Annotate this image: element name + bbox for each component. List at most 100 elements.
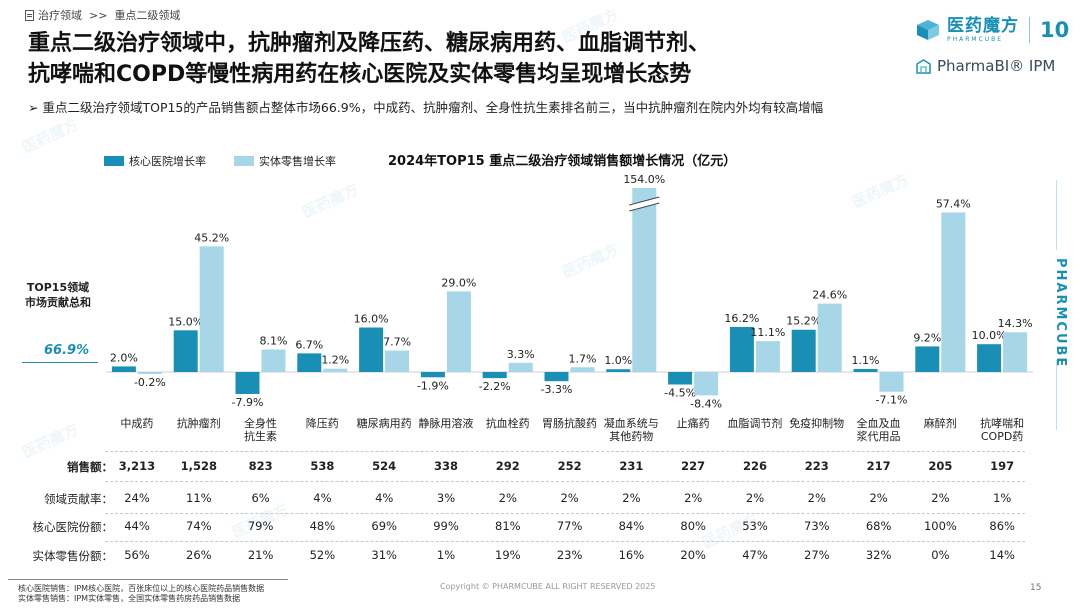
category-label: 麻醉剂 <box>924 416 957 430</box>
table-cell: 47% <box>742 548 768 562</box>
category-label: 凝血系统与 <box>604 416 659 430</box>
bar-retail <box>137 372 162 374</box>
category-label: 其他药物 <box>609 429 653 443</box>
data-label-retail: 154.0% <box>623 173 665 186</box>
bar-retail <box>817 303 842 372</box>
table-row-divider <box>105 541 1025 542</box>
table-cell: 19% <box>495 548 521 562</box>
table-cell: 524 <box>372 459 397 473</box>
table-cell: 4% <box>375 491 394 505</box>
bar-hospital <box>111 366 136 372</box>
table-cell: 3% <box>436 491 456 505</box>
bar-retail <box>385 350 410 372</box>
table-cell: 21% <box>247 548 274 562</box>
bar-retail <box>199 246 224 372</box>
table-cell: 1% <box>436 548 456 562</box>
data-label-hospital: 9.2% <box>913 331 941 344</box>
axis-break-mark <box>628 197 660 211</box>
data-label-hospital: 1.0% <box>604 354 632 367</box>
legend-swatch-hospital <box>104 156 124 166</box>
table-cell: 20% <box>680 548 706 562</box>
bar-retail <box>508 362 533 372</box>
bar-hospital <box>791 329 816 372</box>
table-cell: 823 <box>248 459 273 473</box>
category-label: COPD药 <box>981 430 1023 443</box>
bar-chart: 2.0% -0.2% 中成药 15.0% 45.2% 抗肿瘤剂 -7.9% 8.1% 全身性抗生… <box>106 173 1033 443</box>
data-label-retail: 11.1% <box>750 326 785 339</box>
bar-hospital <box>853 368 878 372</box>
category-label: 免疫抑制物 <box>789 416 844 430</box>
data-label-hospital: 10.0% <box>972 329 1007 342</box>
table-cell: 252 <box>557 459 582 473</box>
data-label-retail: -0.2% <box>134 376 166 389</box>
table-cell: 0% <box>931 548 950 562</box>
table-cell: 23% <box>556 548 583 562</box>
data-label-retail: 57.4% <box>936 197 971 210</box>
table-cell: 48% <box>309 519 336 533</box>
table-cell: 1% <box>993 491 1012 505</box>
table-cell: 81% <box>495 519 521 533</box>
logo-divider <box>1029 17 1030 43</box>
chart-title: 2024年TOP15 重点二级治疗领域销售额增长情况（亿元） <box>388 154 737 169</box>
category-label: 静脉用溶液 <box>418 416 473 430</box>
category-label: 血脂调节剂 <box>727 416 782 430</box>
category-label: 浆代用品 <box>857 429 901 443</box>
breadcrumb-separator: >> <box>89 8 108 22</box>
table-cell: 1,528 <box>180 459 217 473</box>
legend-item-retail: 实体零售增长率 <box>234 153 336 169</box>
contribution-label-line-2: 市场贡献总和 <box>25 296 91 309</box>
bar-retail <box>570 367 595 372</box>
table-cell: 69% <box>371 519 397 533</box>
axis-break-line <box>629 202 660 212</box>
table-cell: 538 <box>310 459 335 473</box>
table-cell: 73% <box>804 519 830 533</box>
table-cell: 2% <box>684 491 703 505</box>
table-cell: 100% <box>923 519 957 533</box>
anniversary-mark: 10 <box>1040 18 1070 42</box>
table-cell: 205 <box>928 459 953 473</box>
page-title-line-2: 抗哮喘和COPD等慢性病用药在核心医院及实体零售均呈现增长态势 <box>28 62 692 87</box>
table-cell: 338 <box>433 459 458 473</box>
product-logo: PharmaBI® IPM <box>915 57 1055 75</box>
table-cell: 24% <box>124 491 150 505</box>
table-cell: 53% <box>742 519 768 533</box>
data-label-retail: 1.2% <box>321 354 349 367</box>
category-label: 全身性 <box>244 416 277 430</box>
table-cell: 52% <box>309 548 336 562</box>
contribution-value: 66.9% <box>44 343 90 358</box>
category-label: 抗哮喘和 <box>980 416 1024 430</box>
table-cell: 99% <box>433 519 459 533</box>
bar-retail <box>261 349 286 372</box>
side-divider <box>1056 180 1057 250</box>
data-label-retail: 14.3% <box>998 317 1033 330</box>
footnote-line-1: 核心医院销售：IPM核心医院，百张床位以上的核心医院药品销售数据 <box>18 584 265 593</box>
category-label: 中成药 <box>120 417 153 430</box>
category-label: 抗血栓药 <box>486 416 530 430</box>
table-cell: 27% <box>804 548 830 562</box>
data-label-retail: 3.3% <box>507 348 535 361</box>
data-label-retail: -8.4% <box>690 397 722 410</box>
legend-label-retail: 实体零售增长率 <box>259 155 336 168</box>
table-cell: 2% <box>745 491 765 505</box>
bar-hospital <box>297 353 322 372</box>
copyright: Copyright © PHARMCUBE ALL RIGHT RESERVED… <box>440 582 656 591</box>
table-cell: 14% <box>989 548 1015 562</box>
bar-hospital <box>606 369 631 372</box>
bar-retail <box>941 212 966 372</box>
axis-break-line <box>629 196 660 206</box>
bar-hospital <box>668 372 693 385</box>
bar-retail <box>323 368 348 372</box>
bar-hospital <box>977 344 1002 372</box>
table-row-label: 领域贡献率： <box>44 492 113 506</box>
legend-label-hospital: 核心医院增长率 <box>129 155 206 168</box>
contribution-underline <box>22 362 98 363</box>
footnote-divider <box>8 579 288 580</box>
data-label-hospital: 16.2% <box>724 312 759 325</box>
data-label-hospital: -1.9% <box>417 379 449 392</box>
table-cell: 11% <box>186 491 212 505</box>
table-cell: 226 <box>742 459 767 473</box>
footnote: 核心医院销售：IPM核心医院，百张床位以上的核心医院药品销售数据 实体零售销售：… <box>18 584 264 604</box>
table-row-label: 核心医院份额： <box>32 520 114 534</box>
breadcrumb-section[interactable]: 治疗领域 <box>38 9 82 22</box>
table-cell: 86% <box>989 519 1015 533</box>
